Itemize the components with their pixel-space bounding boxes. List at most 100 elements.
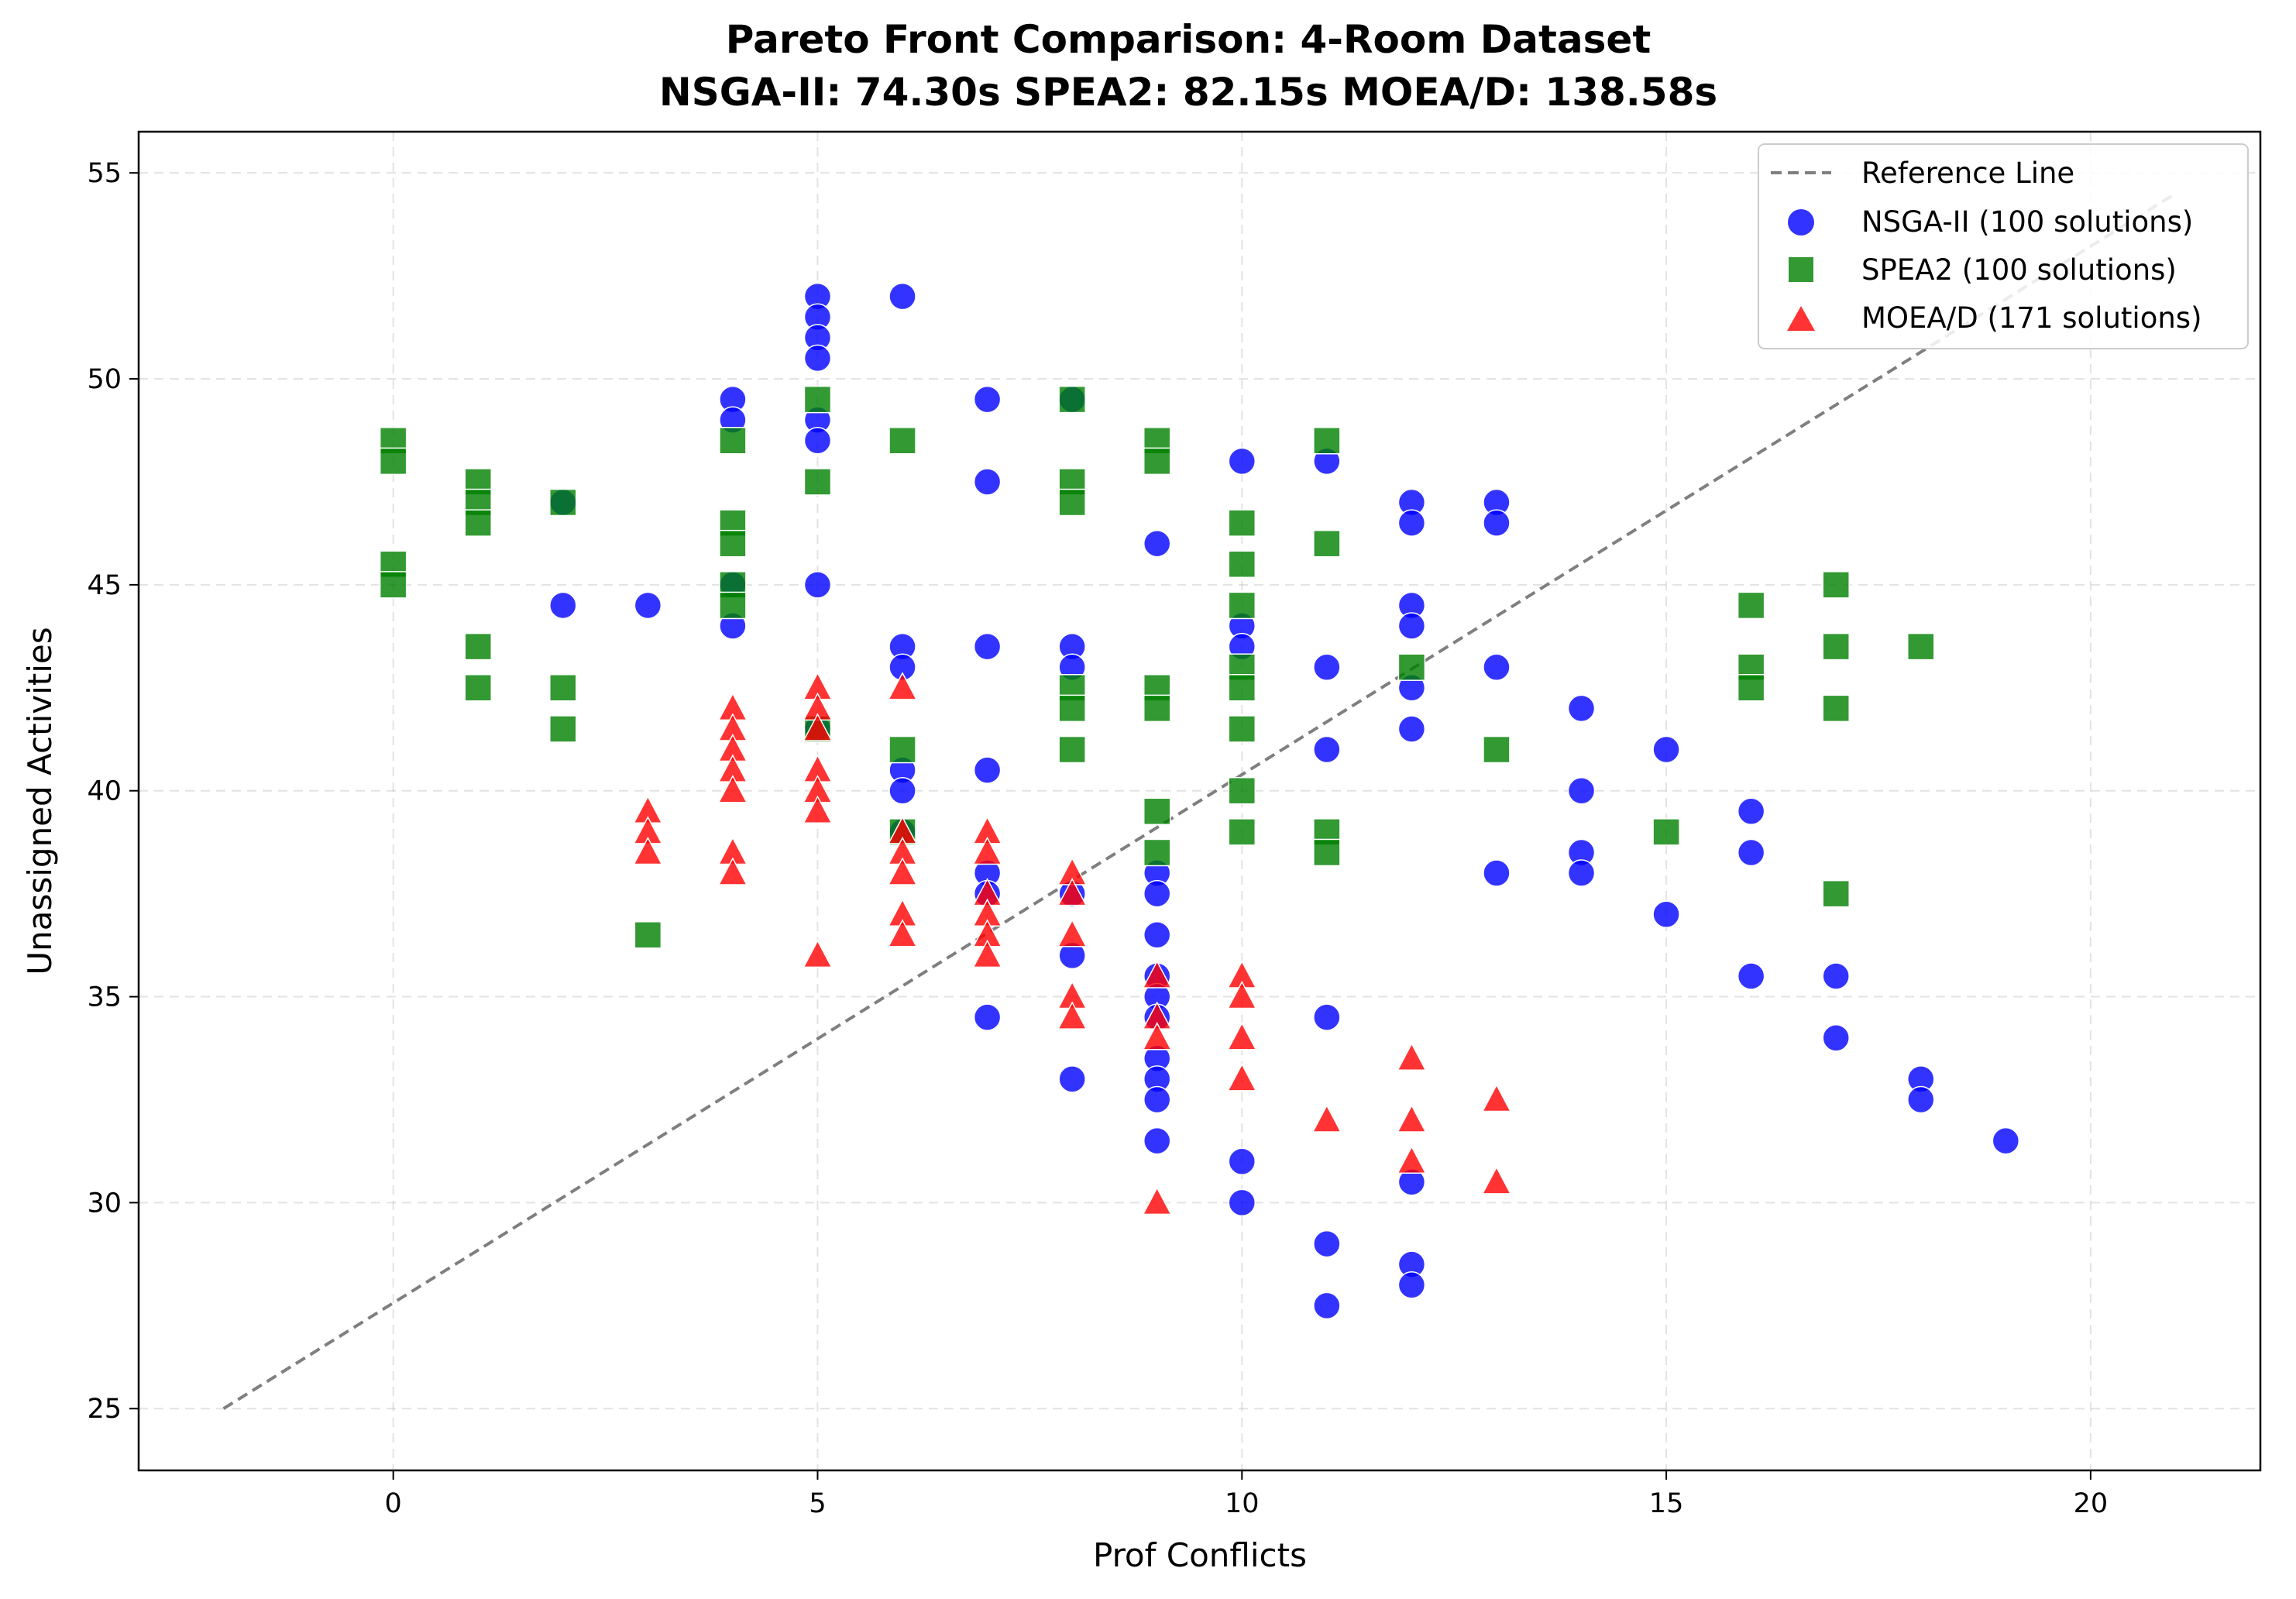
moead-point xyxy=(1311,1104,1342,1133)
moead-point xyxy=(1227,1063,1257,1092)
spea2-point xyxy=(1822,879,1850,908)
nsga2-point xyxy=(1483,859,1511,887)
nsga2-point xyxy=(1567,694,1596,723)
nsga2-point xyxy=(1737,962,1765,990)
nsga2-point xyxy=(973,632,1002,661)
spea2-point xyxy=(464,632,492,661)
y-tick-label: 50 xyxy=(87,364,122,395)
nsga2-point xyxy=(803,427,832,455)
spea2-point xyxy=(1822,571,1850,599)
spea2-point xyxy=(1058,694,1086,723)
spea2-point xyxy=(1058,488,1086,517)
y-tick-label: 25 xyxy=(87,1394,122,1425)
moead-point xyxy=(1057,878,1088,906)
legend-nsga2-marker xyxy=(1788,209,1814,236)
nsga2-point xyxy=(1143,1085,1171,1114)
moead-point xyxy=(1397,1145,1427,1174)
spea2-point xyxy=(464,674,492,702)
series-triangle-group xyxy=(633,672,1512,1216)
nsga2-point xyxy=(888,282,916,311)
spea2-point xyxy=(1143,797,1171,826)
legend-label-spea2: SPEA2 (100 solutions) xyxy=(1861,253,2177,287)
spea2-point xyxy=(803,468,832,496)
spea2-point xyxy=(549,715,577,743)
legend-label-moead: MOEA/D (171 solutions) xyxy=(1861,301,2202,335)
nsga2-point xyxy=(1992,1126,2020,1155)
nsga2-point xyxy=(1737,797,1765,826)
y-tick-label: 30 xyxy=(87,1188,122,1219)
spea2-point xyxy=(1143,694,1171,723)
spea2-point xyxy=(1313,529,1341,558)
spea2-point xyxy=(719,427,747,455)
spea2-point xyxy=(888,427,916,455)
spea2-point xyxy=(1228,776,1256,805)
y-tick-label: 55 xyxy=(87,158,122,189)
nsga2-point xyxy=(1313,1229,1341,1258)
nsga2-point xyxy=(1567,859,1596,887)
nsga2-point xyxy=(1737,838,1765,867)
nsga2-point xyxy=(1397,509,1426,537)
spea2-point xyxy=(549,488,577,517)
spea2-point xyxy=(1737,674,1765,702)
moead-point xyxy=(1481,1166,1512,1195)
moead-point xyxy=(1057,1001,1088,1030)
moead-point xyxy=(972,836,1002,865)
nsga2-point xyxy=(973,385,1002,414)
legend-label-reference-line: Reference Line xyxy=(1861,156,2074,190)
nsga2-point xyxy=(634,591,662,620)
nsga2-point xyxy=(1652,900,1680,928)
moead-point xyxy=(717,857,748,885)
nsga2-point xyxy=(1143,879,1171,908)
legend-label-nsga2: NSGA-II (100 solutions) xyxy=(1861,205,2193,239)
spea2-point xyxy=(1228,818,1256,846)
nsga2-point xyxy=(1397,1271,1426,1299)
spea2-point xyxy=(803,385,832,414)
nsga2-point xyxy=(973,468,1002,496)
x-tick-label: 15 xyxy=(1649,1488,1684,1519)
moead-point xyxy=(717,775,748,803)
spea2-point xyxy=(888,735,916,764)
spea2-point xyxy=(464,509,492,537)
nsga2-point xyxy=(1397,612,1426,640)
spea2-point xyxy=(1228,550,1256,579)
spea2-point xyxy=(1228,674,1256,702)
nsga2-point xyxy=(1143,529,1171,558)
spea2-point xyxy=(1228,715,1256,743)
legend-box xyxy=(1758,143,2249,349)
spea2-point xyxy=(1058,385,1086,414)
spea2-point xyxy=(549,674,577,702)
nsga2-point xyxy=(1228,1147,1256,1175)
spea2-point xyxy=(1822,632,1850,661)
spea2-point xyxy=(719,529,747,558)
spea2-point xyxy=(1143,838,1171,867)
spea2-point xyxy=(1313,838,1341,867)
x-tick-label: 0 xyxy=(385,1488,402,1519)
nsga2-point xyxy=(1143,1126,1171,1155)
moead-point xyxy=(972,939,1002,968)
spea2-point xyxy=(1143,447,1171,476)
x-tick-label: 10 xyxy=(1225,1488,1260,1519)
nsga2-point xyxy=(1822,962,1850,990)
chart-title: Pareto Front Comparison: 4-Room Dataset xyxy=(726,17,1651,62)
nsga2-point xyxy=(1822,1023,1850,1052)
legend-moead-marker xyxy=(1787,306,1815,331)
spea2-point xyxy=(719,591,747,620)
nsga2-point xyxy=(1143,921,1171,949)
moead-point xyxy=(887,919,918,947)
spea2-point xyxy=(1483,735,1511,764)
y-tick-label: 40 xyxy=(87,776,122,807)
reference-line xyxy=(222,192,2177,1410)
spea2-point xyxy=(1652,818,1680,846)
moead-point xyxy=(887,857,918,885)
nsga2-point xyxy=(888,776,916,805)
moead-point xyxy=(803,795,833,824)
series-square-group xyxy=(379,385,1935,949)
x-axis-ticks: 0 5 10 15 20 xyxy=(385,1470,2108,1519)
x-tick-label: 5 xyxy=(809,1488,826,1519)
chart-subtitle: NSGA-II: 74.30s SPEA2: 82.15s MOEA/D: 13… xyxy=(659,70,1717,115)
nsga2-point xyxy=(1907,1085,1935,1114)
nsga2-point xyxy=(973,756,1002,784)
spea2-point xyxy=(634,921,662,949)
data-series xyxy=(379,282,2020,1320)
